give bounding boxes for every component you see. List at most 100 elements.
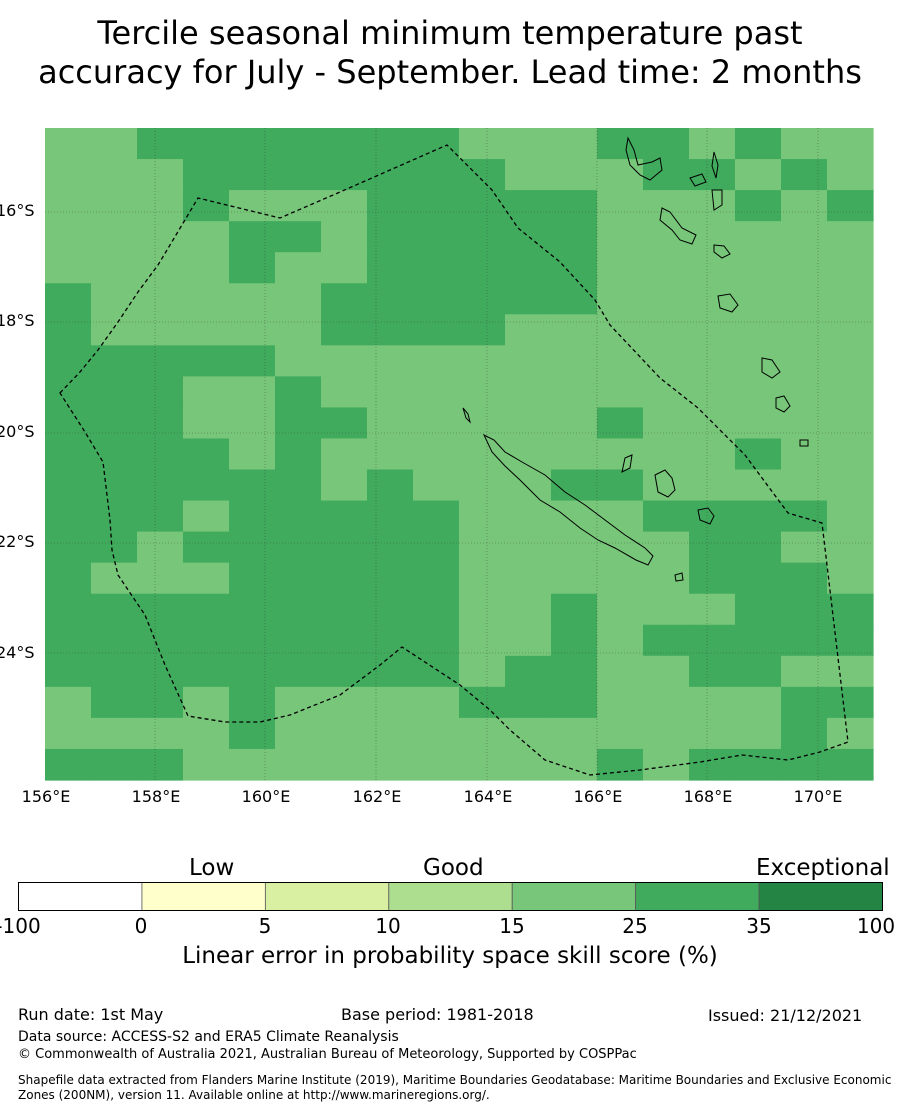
skill-cell [91, 159, 138, 191]
lon-tick-160: 160°E [241, 787, 291, 806]
skill-cell [735, 531, 782, 564]
skill-cell [229, 221, 276, 253]
skill-cell [735, 624, 782, 657]
skill-cell [735, 748, 782, 781]
island-ambrym [711, 189, 723, 211]
skill-cell [459, 252, 506, 284]
skill-cell [45, 469, 92, 502]
skill-cell [597, 748, 644, 781]
skill-cell [551, 562, 598, 595]
island-ouvea [621, 454, 633, 473]
skill-cell [275, 438, 322, 471]
skill-cell [459, 469, 506, 502]
lon-tick-158: 158°E [131, 787, 181, 806]
skill-cell [413, 655, 460, 688]
colorbar-segment [511, 882, 637, 911]
island-lifou [654, 469, 676, 498]
shapefile-credit-2: Zones (200NM), version 11. Available onl… [18, 1088, 490, 1102]
skill-cell [229, 345, 276, 377]
skill-cell [735, 376, 782, 409]
skill-cell [137, 407, 184, 440]
legend-low-label: Low [189, 855, 235, 881]
skill-cell [275, 686, 322, 719]
skill-cell [367, 624, 414, 657]
skill-cell [275, 562, 322, 595]
skill-cell [597, 221, 644, 253]
skill-cell [781, 128, 828, 160]
skill-cell [321, 221, 368, 253]
skill-cell [321, 314, 368, 346]
skill-cell [827, 469, 874, 502]
island-hunter [799, 439, 809, 447]
skill-cell [45, 655, 92, 688]
island-erromango [717, 293, 739, 313]
skill-cell [137, 655, 184, 688]
skill-cell [505, 748, 552, 781]
skill-cell [321, 376, 368, 409]
cb-tick-2: 5 [258, 914, 272, 938]
skill-cell [91, 655, 138, 688]
skill-cell [367, 655, 414, 688]
lon-tick-168: 168°E [683, 787, 733, 806]
skill-cell [689, 748, 736, 781]
skill-cell [91, 500, 138, 533]
cb-tick-5: 25 [622, 914, 648, 938]
skill-cell [367, 128, 414, 160]
skill-cell [505, 407, 552, 440]
lat-tick-20: 20°S [0, 422, 35, 441]
skill-cell [229, 469, 276, 502]
skill-cell [505, 531, 552, 564]
skill-cell [827, 252, 874, 284]
skill-cell [827, 190, 874, 222]
cb-tick-4: 15 [499, 914, 525, 938]
skill-cell [275, 407, 322, 440]
skill-cell [643, 283, 690, 315]
skill-cell [183, 531, 230, 564]
legend-exceptional-label: Exceptional [756, 855, 890, 881]
skill-cell [137, 252, 184, 284]
skill-cell [597, 407, 644, 440]
skill-cell [643, 159, 690, 191]
skill-cell [183, 469, 230, 502]
skill-cell [597, 686, 644, 719]
skill-cell [321, 531, 368, 564]
skill-cell [229, 686, 276, 719]
skill-cell [827, 593, 874, 626]
skill-cell [551, 624, 598, 657]
skill-cell [505, 345, 552, 377]
skill-cell [689, 438, 736, 471]
lon-tick-166: 166°E [573, 787, 623, 806]
skill-cell [229, 500, 276, 533]
skill-cell [45, 345, 92, 377]
skill-cell [735, 717, 782, 750]
skill-cell [459, 500, 506, 533]
skill-cell [413, 159, 460, 191]
cb-tick-0: -100 [0, 914, 41, 938]
skill-cell [413, 252, 460, 284]
skill-cell [229, 159, 276, 191]
skill-cell [413, 283, 460, 315]
skill-cell [413, 562, 460, 595]
title-line-2: accuracy for July - September. Lead time… [38, 53, 862, 91]
skill-cell [459, 283, 506, 315]
skill-cell [827, 531, 874, 564]
skill-cell [551, 376, 598, 409]
skill-cell [689, 655, 736, 688]
skill-cell [781, 159, 828, 191]
skill-cell [735, 345, 782, 377]
skill-cell [183, 407, 230, 440]
skill-cell [827, 314, 874, 346]
skill-cell [275, 469, 322, 502]
skill-cell [643, 686, 690, 719]
skill-cell [45, 748, 92, 781]
skill-cell [781, 717, 828, 750]
skill-cell [781, 655, 828, 688]
island-aneityum [775, 395, 791, 413]
skill-cell [183, 314, 230, 346]
skill-cell [137, 562, 184, 595]
skill-cell [689, 407, 736, 440]
skill-cell [91, 686, 138, 719]
skill-cell [183, 438, 230, 471]
skill-cell [413, 221, 460, 253]
skill-cell [137, 624, 184, 657]
